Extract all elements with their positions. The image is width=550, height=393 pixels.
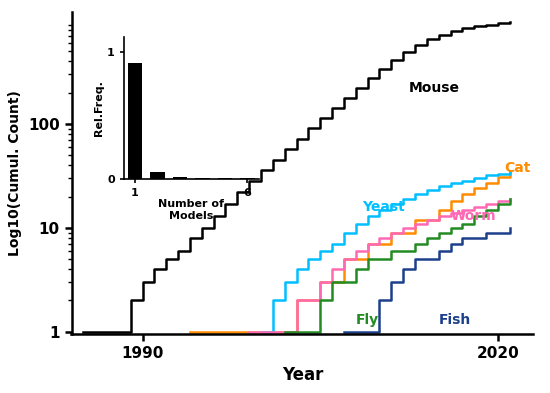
Y-axis label: Log10(Cumul. Count): Log10(Cumul. Count) bbox=[8, 90, 23, 256]
Bar bbox=[240, 178, 255, 179]
X-axis label: Number of
Models: Number of Models bbox=[158, 199, 224, 221]
Bar bbox=[173, 177, 187, 179]
Text: Cat: Cat bbox=[504, 161, 530, 174]
Text: Fly: Fly bbox=[356, 313, 379, 327]
Text: Mouse: Mouse bbox=[409, 81, 460, 95]
Bar bbox=[195, 178, 210, 179]
Text: Yeast: Yeast bbox=[362, 200, 404, 214]
Text: Fish: Fish bbox=[439, 313, 471, 327]
Text: Worm: Worm bbox=[450, 209, 496, 223]
Y-axis label: Rel.Freq.: Rel.Freq. bbox=[94, 80, 104, 136]
Bar bbox=[150, 173, 165, 179]
Bar bbox=[217, 178, 232, 179]
Bar bbox=[128, 62, 142, 179]
X-axis label: Year: Year bbox=[282, 366, 323, 384]
